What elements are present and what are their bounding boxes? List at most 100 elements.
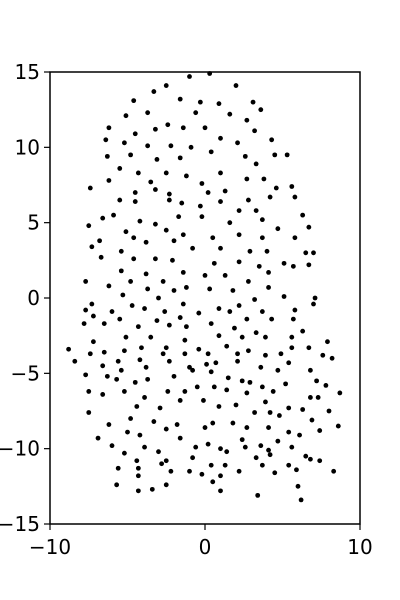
scatter-point — [223, 273, 228, 278]
scatter-point — [266, 425, 271, 430]
scatter-point — [311, 302, 316, 307]
scatter-point — [128, 416, 133, 421]
scatter-point — [116, 359, 121, 364]
scatter-point — [138, 433, 143, 438]
scatter-point — [224, 344, 229, 349]
scatter-point — [330, 356, 335, 361]
scatter-point — [153, 187, 158, 192]
scatter-point — [269, 317, 274, 322]
scatter-point — [153, 222, 158, 227]
scatter-point — [119, 368, 124, 373]
scatter-point — [300, 329, 305, 334]
scatter-point — [172, 238, 177, 243]
scatter-point — [161, 351, 166, 356]
scatter-point — [227, 309, 232, 314]
scatter-point — [244, 425, 249, 430]
scatter-point — [255, 493, 260, 498]
scatter-point — [145, 287, 150, 292]
scatter-point — [164, 345, 169, 350]
scatter-point — [107, 125, 112, 130]
scatter-point — [260, 217, 265, 222]
scatter-point — [286, 406, 291, 411]
scatter-point — [111, 213, 116, 218]
scatter-point — [105, 154, 110, 159]
y-tick-label: −15 — [0, 512, 40, 536]
scatter-point — [200, 181, 205, 186]
scatter-point — [119, 249, 124, 254]
scatter-point — [178, 436, 183, 441]
scatter-point — [172, 374, 177, 379]
scatter-point — [100, 216, 105, 221]
scatter-point — [86, 410, 91, 415]
scatter-point — [169, 143, 174, 148]
scatter-point — [66, 347, 71, 352]
scatter-point — [133, 199, 138, 204]
scatter-point — [289, 184, 294, 189]
scatter-point — [293, 235, 298, 240]
scatter-point — [210, 479, 215, 484]
scatter-point — [181, 125, 186, 130]
scatter-point — [293, 195, 298, 200]
scatter-point — [153, 256, 158, 261]
scatter-point — [198, 204, 203, 209]
scatter-point — [286, 430, 291, 435]
scatter-point — [263, 353, 268, 358]
scatter-point — [244, 118, 249, 123]
scatter-point — [100, 363, 105, 368]
scatter-point — [271, 389, 276, 394]
scatter-point — [218, 136, 223, 141]
scatter-point — [206, 442, 211, 447]
scatter-point — [213, 360, 218, 365]
scatter-point — [272, 152, 277, 157]
scatter-point — [139, 345, 144, 350]
scatter-point — [102, 350, 107, 355]
scatter-point — [167, 192, 172, 197]
scatter-point — [86, 389, 91, 394]
scatter-point — [99, 255, 104, 260]
scatter-point — [196, 347, 201, 352]
scatter-point — [134, 458, 139, 463]
scatter-point — [117, 317, 122, 322]
scatter-point — [179, 201, 184, 206]
scatter-point — [190, 246, 195, 251]
scatter-point — [131, 98, 136, 103]
scatter-point — [282, 261, 287, 266]
scatter-point — [275, 368, 280, 373]
scatter-point — [184, 174, 189, 179]
scatter-point — [265, 249, 270, 254]
scatter-point — [181, 302, 186, 307]
scatter-point — [88, 186, 93, 191]
scatter-point — [151, 419, 156, 424]
scatter-point — [303, 454, 308, 459]
scatter-point — [198, 100, 203, 105]
scatter-point — [83, 372, 88, 377]
scatter-point — [117, 166, 122, 171]
scatter-point — [182, 351, 187, 356]
scatter-point — [320, 353, 325, 358]
scatter-point — [110, 443, 115, 448]
scatter-point — [203, 425, 208, 430]
scatter-point — [122, 451, 127, 456]
scatter-point — [308, 395, 313, 400]
scatter-point — [131, 235, 136, 240]
scatter-point — [300, 407, 305, 412]
scatter-point — [114, 482, 119, 487]
scatter-point — [167, 359, 172, 364]
scatter-point — [91, 314, 96, 319]
scatter-point — [297, 433, 302, 438]
scatter-point — [164, 458, 169, 463]
scatter-point — [224, 449, 229, 454]
scatter-point — [103, 137, 108, 142]
x-axis: −10 0 10 — [29, 524, 373, 559]
scatter-point — [83, 308, 88, 313]
scatter-point — [142, 306, 147, 311]
scatter-point — [308, 457, 313, 462]
scatter-point — [138, 219, 143, 224]
scatter-point — [100, 392, 105, 397]
scatter-point — [258, 107, 263, 112]
scatter-point — [244, 391, 249, 396]
scatter-point — [299, 497, 304, 502]
scatter-point — [133, 380, 138, 385]
scatter-point — [122, 389, 127, 394]
scatter-point — [275, 439, 280, 444]
